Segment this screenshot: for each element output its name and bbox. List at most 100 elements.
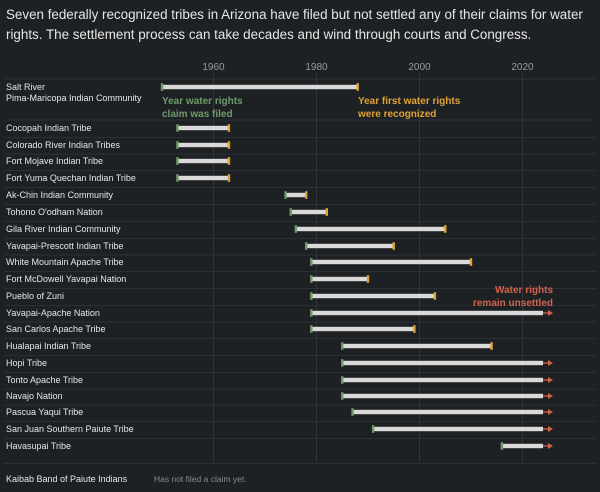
filed-marker xyxy=(289,208,292,216)
recognized-marker xyxy=(305,191,308,199)
claim-duration-bar xyxy=(311,259,471,265)
x-tick-label: 2000 xyxy=(408,62,431,73)
claim-duration-bar xyxy=(311,276,368,282)
filed-marker xyxy=(294,225,298,233)
claim-duration-bar xyxy=(311,293,435,299)
filed-marker xyxy=(500,442,504,450)
annotation-recognized: Year first water rights xyxy=(358,96,461,107)
row-label: Yavapai-Apache Nation xyxy=(6,308,100,318)
recognized-marker xyxy=(433,292,437,300)
unsettled-arrow-head xyxy=(548,360,553,366)
row-label: Hopi Tribe xyxy=(6,358,47,368)
x-tick-label: 1980 xyxy=(305,62,328,73)
claim-duration-bar xyxy=(342,393,543,399)
no-claim-note: Has not filed a claim yet. xyxy=(154,474,247,484)
filed-marker xyxy=(310,275,313,283)
row-label: Fort Mojave Indian Tribe xyxy=(6,156,103,166)
claim-duration-bar xyxy=(177,175,229,181)
row-label: Pascua Yaqui Tribe xyxy=(6,407,83,417)
filed-marker xyxy=(351,408,354,416)
filed-marker xyxy=(310,258,313,266)
unsettled-arrow-head xyxy=(548,393,553,399)
claim-duration-bar xyxy=(373,426,543,432)
claim-duration-bar xyxy=(295,226,446,232)
claim-duration-bar xyxy=(501,443,543,449)
filed-marker xyxy=(176,124,179,132)
row-label: Tonto Apache Tribe xyxy=(6,375,83,385)
filed-marker xyxy=(310,325,313,333)
filed-marker xyxy=(341,392,344,400)
filed-marker xyxy=(284,191,287,199)
row-label: Gila River Indian Community xyxy=(6,224,121,234)
recognized-marker xyxy=(227,157,231,165)
claim-duration-bar xyxy=(311,310,543,316)
annotation-filed: Year water rights xyxy=(162,96,243,107)
row-label: White Mountain Apache Tribe xyxy=(6,257,124,267)
row-label: Cocopah Indian Tribe xyxy=(6,123,92,133)
recognized-marker xyxy=(490,342,493,350)
filed-marker xyxy=(341,376,344,384)
row-label: Pima-Maricopa Indian Community xyxy=(6,93,142,103)
claim-duration-bar xyxy=(342,343,492,349)
filed-marker xyxy=(310,309,313,317)
recognized-marker xyxy=(325,208,328,216)
claim-duration-bar xyxy=(342,360,543,366)
x-tick-label: 2020 xyxy=(511,62,534,73)
row-label: Kaibab Band of Paiute Indians xyxy=(6,474,128,484)
claim-duration-bar xyxy=(306,243,394,249)
row-label: Tohono O'odham Nation xyxy=(6,207,103,217)
claim-duration-bar xyxy=(342,377,543,383)
recognized-marker xyxy=(469,258,473,266)
row-label: Havasupai Tribe xyxy=(6,441,71,451)
x-tick-label: 1960 xyxy=(202,62,225,73)
annotation-recognized: were recognized xyxy=(357,109,436,120)
claim-duration-bar xyxy=(177,125,229,131)
recognized-marker xyxy=(227,124,231,132)
recognized-marker xyxy=(413,325,416,333)
recognized-marker xyxy=(356,83,359,91)
claim-duration-bar xyxy=(352,409,543,415)
filed-marker xyxy=(371,425,375,433)
claim-duration-bar xyxy=(285,192,307,198)
unsettled-arrow-head xyxy=(548,377,553,383)
claim-duration-bar xyxy=(177,158,229,164)
recognized-marker xyxy=(227,141,231,149)
row-label: Yavapai-Prescott Indian Tribe xyxy=(6,241,123,251)
row-label: Colorado River Indian Tribes xyxy=(6,140,121,150)
unsettled-arrow-head xyxy=(548,409,553,415)
row-label: Ak-Chin Indian Community xyxy=(6,190,114,200)
claim-duration-bar xyxy=(311,326,415,332)
annotation-filed: claim was filed xyxy=(162,109,233,120)
claim-duration-bar xyxy=(162,84,358,90)
recognized-marker xyxy=(366,275,370,283)
row-label: Salt River xyxy=(6,82,45,92)
claim-duration-bar xyxy=(290,209,327,215)
recognized-marker xyxy=(444,225,447,233)
row-label: Hualapai Indian Tribe xyxy=(6,341,91,351)
row-label: Fort Yuma Quechan Indian Tribe xyxy=(6,173,136,183)
filed-marker xyxy=(176,141,179,149)
filed-marker xyxy=(341,359,344,367)
row-label: Pueblo of Zuni xyxy=(6,291,64,301)
unsettled-arrow-head xyxy=(548,426,553,432)
filed-marker xyxy=(310,292,313,300)
claim-duration-bar xyxy=(177,142,229,148)
chart-title: Seven federally recognized tribes in Ari… xyxy=(6,7,583,42)
annotation-unsettled: Water rights xyxy=(495,285,553,296)
unsettled-arrow-head xyxy=(548,443,553,449)
filed-marker xyxy=(341,342,344,350)
recognized-marker xyxy=(227,174,231,182)
row-label: Navajo Nation xyxy=(6,391,63,401)
filed-marker xyxy=(176,157,179,165)
filed-marker xyxy=(305,242,308,250)
annotation-unsettled: remain unsettled xyxy=(473,298,553,309)
filed-marker xyxy=(160,83,164,91)
filed-marker xyxy=(176,174,179,182)
row-label: Fort McDowell Yavapai Nation xyxy=(6,274,126,284)
row-label: San Carlos Apache Tribe xyxy=(6,324,106,334)
recognized-marker xyxy=(392,242,395,250)
row-label: San Juan Southern Paiute Tribe xyxy=(6,424,134,434)
unsettled-arrow-head xyxy=(548,310,553,316)
